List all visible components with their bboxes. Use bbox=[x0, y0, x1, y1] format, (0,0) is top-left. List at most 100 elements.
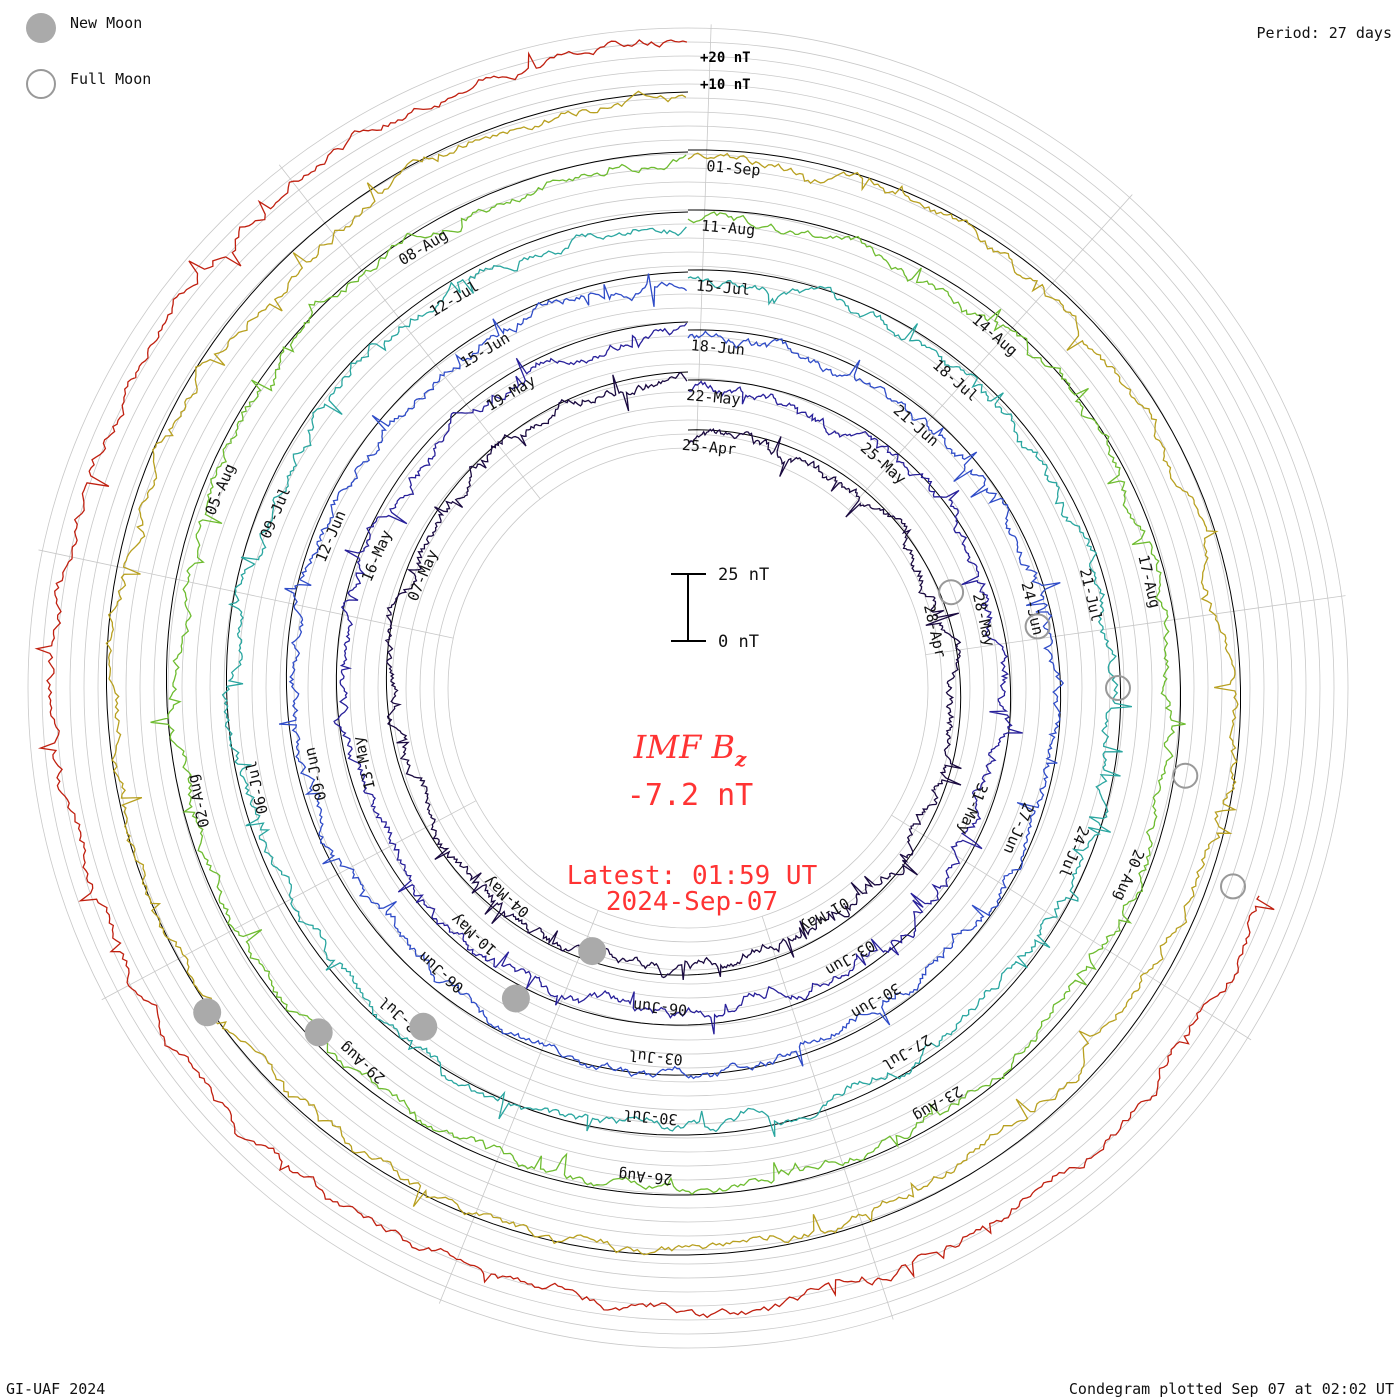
series-trace-0 bbox=[384, 372, 962, 980]
date-label: 27-Jun bbox=[1000, 800, 1038, 857]
grid-spoke bbox=[438, 910, 599, 1304]
grid-circle bbox=[111, 111, 1265, 1265]
date-label: 14-Aug bbox=[968, 311, 1021, 360]
date-label: 08-Aug bbox=[395, 226, 451, 269]
date-label: 30-Jul bbox=[623, 1106, 679, 1129]
grid-circle bbox=[167, 167, 1209, 1209]
full-moon-marker bbox=[1220, 873, 1246, 900]
grid-circle bbox=[265, 265, 1111, 1111]
outer-scale-label-10: +10 nT bbox=[700, 77, 751, 93]
grid-circle bbox=[321, 321, 1055, 1055]
grid-circle bbox=[293, 293, 1083, 1083]
scale-bottom-label: 0 nT bbox=[718, 632, 759, 652]
series-trace-5 bbox=[105, 90, 1239, 1256]
date-label: 18-Jun bbox=[690, 336, 746, 359]
date-label: 25-Apr bbox=[681, 436, 737, 459]
date-label: 13-May bbox=[349, 734, 379, 791]
date-label: 22-May bbox=[686, 386, 742, 409]
date-label: 06-Jun bbox=[632, 996, 688, 1019]
grid-spoke bbox=[925, 595, 1346, 655]
date-label: 15-Jun bbox=[457, 329, 513, 372]
baseline-spiral-4 bbox=[166, 151, 1181, 1196]
grid-circle bbox=[405, 405, 971, 971]
full-moon-marker bbox=[1024, 613, 1051, 640]
grid-circle bbox=[55, 55, 1321, 1321]
date-label: 20-Aug bbox=[1110, 847, 1148, 904]
grid-circle bbox=[433, 433, 943, 943]
series-trace-6 bbox=[34, 39, 1275, 1319]
date-label: 27-Jul bbox=[879, 1031, 935, 1074]
series-layer bbox=[34, 39, 1275, 1319]
series-trace-4 bbox=[150, 154, 1186, 1196]
grid-circle bbox=[307, 307, 1069, 1069]
date-label: 04-May bbox=[480, 872, 533, 921]
grid-circle bbox=[377, 377, 999, 999]
grid-spoke bbox=[695, 24, 712, 449]
grid-circle bbox=[27, 27, 1349, 1349]
date-label: 21-Jun bbox=[890, 401, 943, 450]
plotted-timestamp: Condegram plotted Sep 07 at 02:02 UT bbox=[1068, 1380, 1394, 1398]
date-label: 15-Jul bbox=[695, 276, 751, 299]
date-label: 03-Jul bbox=[628, 1046, 684, 1069]
grid-circle bbox=[97, 97, 1279, 1279]
date-label: 16-May bbox=[358, 527, 396, 584]
grid-circle bbox=[223, 223, 1153, 1153]
full-moon-legend-label: Full Moon bbox=[70, 70, 152, 88]
baseline-spiral-0 bbox=[385, 371, 962, 976]
grid-circle bbox=[363, 363, 1013, 1013]
date-label: 09-Jun bbox=[301, 746, 331, 803]
grid-circle bbox=[69, 69, 1307, 1307]
date-label: 11-Aug bbox=[700, 217, 756, 240]
grid-circle bbox=[237, 237, 1139, 1139]
full-moon-marker bbox=[938, 579, 965, 606]
outer-scale-label-20: +20 nT bbox=[700, 50, 751, 66]
grid-circle bbox=[83, 83, 1293, 1293]
full-moon-legend-icon bbox=[26, 69, 56, 99]
date-label: 01-Sep bbox=[706, 157, 762, 180]
scale-bar: 25 nT 0 nT bbox=[671, 565, 769, 652]
series-trace-1 bbox=[333, 322, 1023, 1035]
grid-circle bbox=[139, 139, 1237, 1237]
grid-spoke bbox=[38, 549, 454, 639]
new-moon-marker bbox=[501, 984, 530, 1013]
series-trace-3 bbox=[221, 226, 1133, 1138]
grid-circle bbox=[419, 419, 957, 957]
chart-title-subscript: z bbox=[734, 747, 747, 771]
grid-circle bbox=[447, 447, 929, 929]
date-label: 26-Aug bbox=[617, 1166, 673, 1189]
grid-circle bbox=[349, 349, 1027, 1027]
grid-circle bbox=[41, 41, 1335, 1335]
grid-circle bbox=[279, 279, 1097, 1097]
current-value: -7.2 nT bbox=[627, 778, 753, 813]
period-label: Period: 27 days bbox=[1256, 24, 1392, 42]
date-label: 31-May bbox=[954, 780, 992, 837]
latest-date: 2024-Sep-07 bbox=[606, 887, 778, 917]
grid-spoke bbox=[761, 916, 894, 1320]
date-label: 24-Jul bbox=[1055, 823, 1093, 880]
date-label: 18-Jul bbox=[929, 356, 982, 405]
credit-label: GI-UAF 2024 bbox=[6, 1380, 106, 1398]
date-label: 21-Jul bbox=[1076, 567, 1106, 624]
date-label: 28-May bbox=[969, 591, 999, 648]
new-moon-marker bbox=[193, 998, 222, 1027]
center-readout: IMF Bz -7.2 nT Latest: 01:59 UT 2024-Sep… bbox=[567, 728, 818, 917]
grid-spoke bbox=[848, 194, 1133, 510]
outer-scale-labels: +20 nT +10 nT bbox=[700, 50, 751, 93]
grid-spoke bbox=[891, 814, 1252, 1041]
new-moon-legend-label: New Moon bbox=[70, 14, 143, 32]
date-label: 06-Jun bbox=[415, 948, 468, 997]
grid-circle bbox=[391, 391, 985, 985]
date-label: 19-May bbox=[483, 371, 539, 414]
full-moon-marker bbox=[1172, 762, 1199, 789]
baseline-spiral-3 bbox=[226, 211, 1122, 1136]
new-moon-marker bbox=[304, 1018, 333, 1047]
grid-circle bbox=[125, 125, 1251, 1251]
grid-circle bbox=[181, 181, 1195, 1195]
grid-circle bbox=[251, 251, 1125, 1125]
new-moon-legend-icon bbox=[26, 13, 56, 43]
grid-circle bbox=[209, 209, 1167, 1167]
latest-time: Latest: 01:59 UT bbox=[567, 861, 818, 891]
chart-title: IMF Bz bbox=[633, 728, 747, 771]
